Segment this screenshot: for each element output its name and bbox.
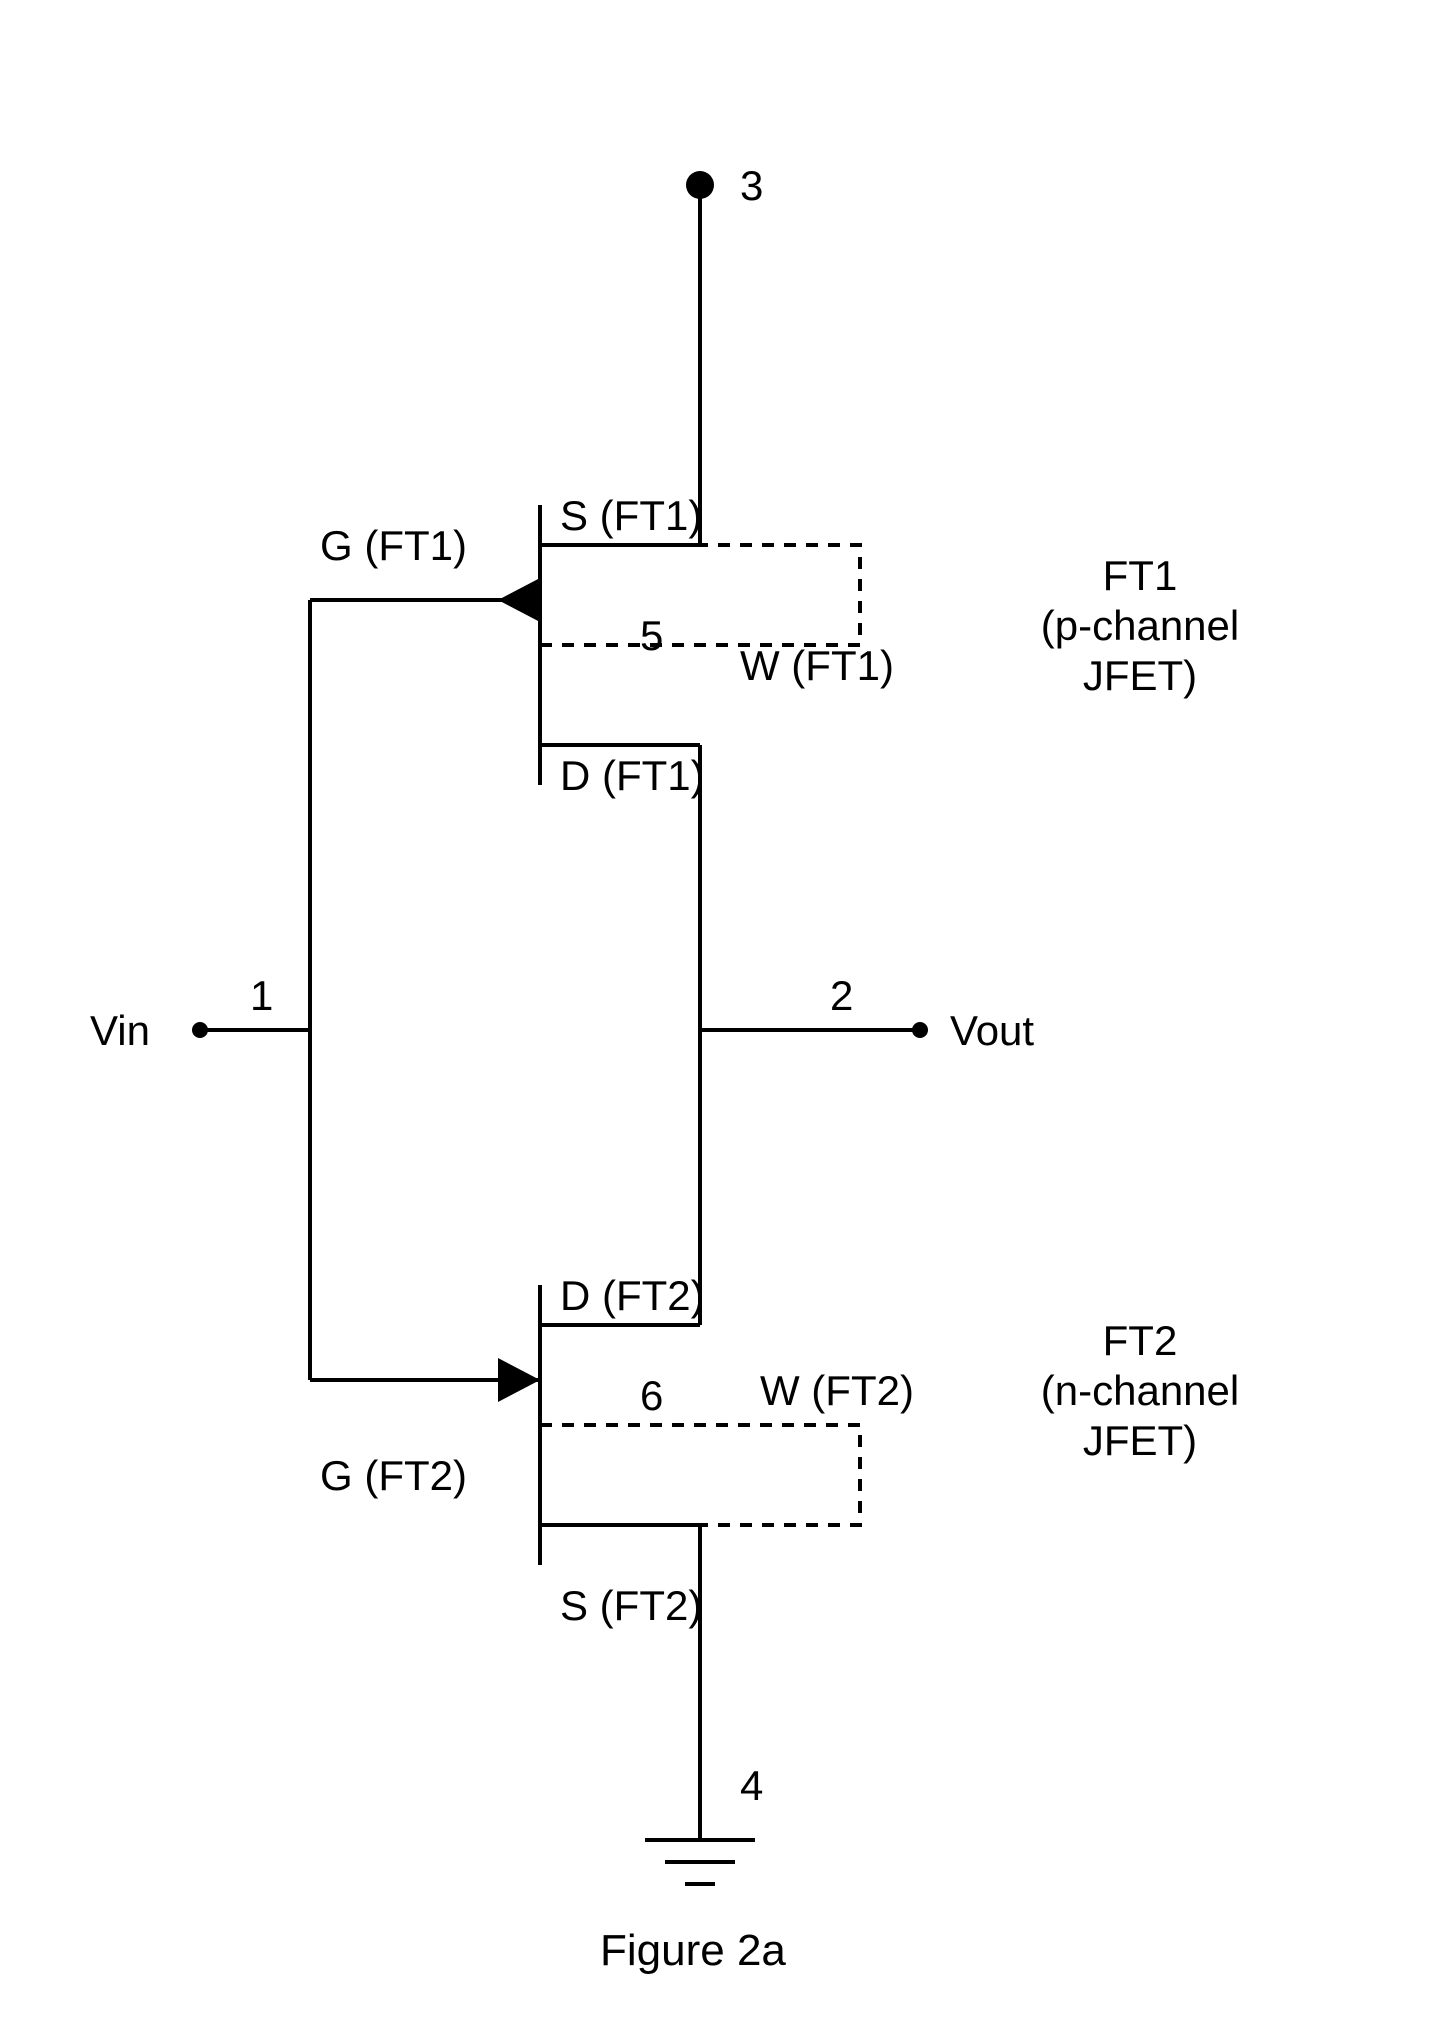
figure-caption: Figure 2a [600, 1926, 786, 1975]
node-4-label: 4 [740, 1762, 763, 1809]
ft2-desc-line1: FT2 [1103, 1317, 1178, 1364]
node-3-label: 3 [740, 162, 763, 209]
w-ft2-label: W (FT2) [760, 1367, 914, 1414]
ft1-gate-arrow [498, 578, 540, 622]
s-ft1-label: S (FT1) [560, 492, 702, 539]
ft2-desc-line2: (n-channel [1041, 1367, 1239, 1414]
ft1-desc-line2: (p-channel [1041, 602, 1239, 649]
vout-terminal-dot [912, 1022, 928, 1038]
node-2-label: 2 [830, 972, 853, 1019]
g-ft2-label: G (FT2) [320, 1452, 467, 1499]
vin-label: Vin [90, 1007, 150, 1054]
node-1-label: 1 [250, 972, 273, 1019]
g-ft1-label: G (FT1) [320, 522, 467, 569]
d-ft1-label: D (FT1) [560, 752, 705, 799]
ft2-desc-line3: JFET) [1083, 1417, 1197, 1464]
d-ft2-label: D (FT2) [560, 1272, 705, 1319]
ft1-w-tap [540, 545, 860, 645]
ref-5-label: 5 [640, 612, 663, 659]
vin-terminal-dot [192, 1022, 208, 1038]
ref-6-label: 6 [640, 1372, 663, 1419]
vout-label: Vout [950, 1007, 1034, 1054]
circuit-diagram: 3 S (FT1) G (FT1) D (FT1) W (FT1) 5 FT1 … [0, 0, 1448, 2019]
w-ft1-label: W (FT1) [740, 642, 894, 689]
ft2-w-tap [540, 1425, 860, 1525]
s-ft2-label: S (FT2) [560, 1582, 702, 1629]
ft2-gate-arrow [498, 1358, 540, 1402]
ft1-desc-line1: FT1 [1103, 552, 1178, 599]
ft1-desc-line3: JFET) [1083, 652, 1197, 699]
